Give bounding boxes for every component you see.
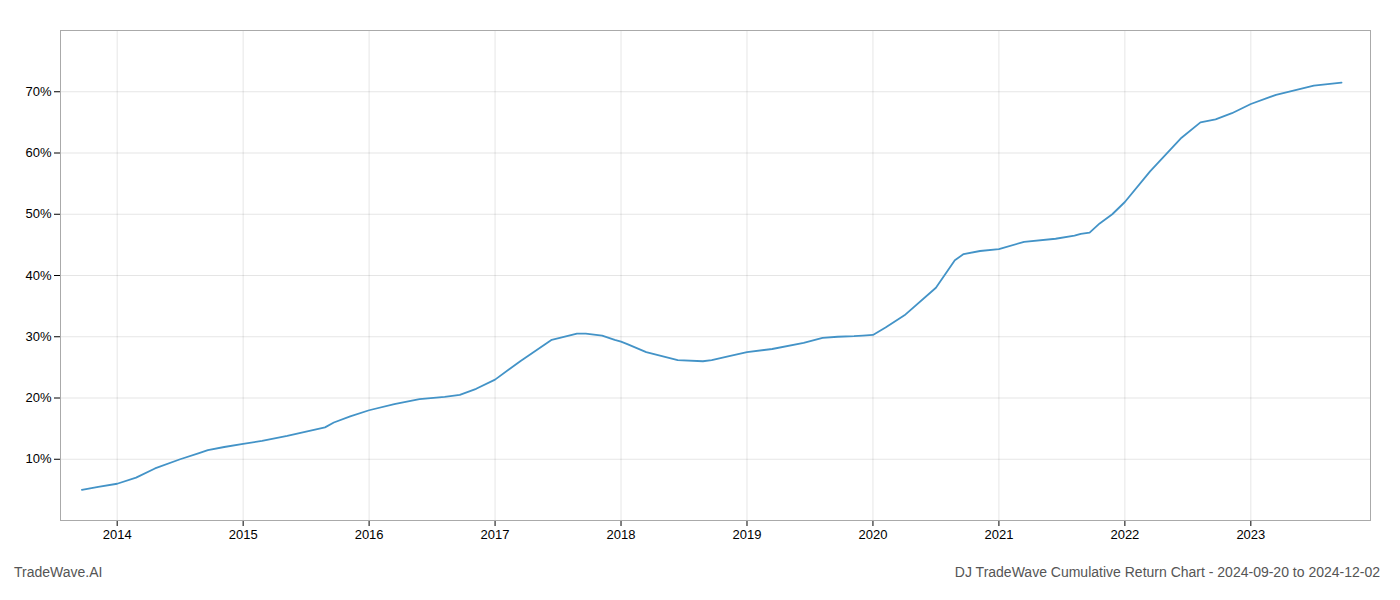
svg-text:2018: 2018 <box>607 527 636 542</box>
html-text:TradeWave.AI: TradeWave.AI <box>14 564 103 580</box>
svg-text:60%: 60% <box>25 145 51 160</box>
svg-text:2019: 2019 <box>733 527 762 542</box>
svg-text:50%: 50% <box>25 206 51 221</box>
html-text:DJ TradeWave Cumulative Return: DJ TradeWave Cumulative Return Chart - 2… <box>954 564 1380 580</box>
svg-text:2021: 2021 <box>984 527 1013 542</box>
svg-text:2014: 2014 <box>103 527 132 542</box>
svg-text:70%: 70% <box>25 84 51 99</box>
svg-text:2015: 2015 <box>229 527 258 542</box>
svg-text:2022: 2022 <box>1110 527 1139 542</box>
svg-text:30%: 30% <box>25 329 51 344</box>
svg-text:20%: 20% <box>25 390 51 405</box>
svg-text:2020: 2020 <box>858 527 887 542</box>
svg-text:40%: 40% <box>25 268 51 283</box>
svg-text:2017: 2017 <box>481 527 510 542</box>
svg-text:2023: 2023 <box>1236 527 1265 542</box>
svg-text:10%: 10% <box>25 451 51 466</box>
svg-text:2016: 2016 <box>355 527 384 542</box>
